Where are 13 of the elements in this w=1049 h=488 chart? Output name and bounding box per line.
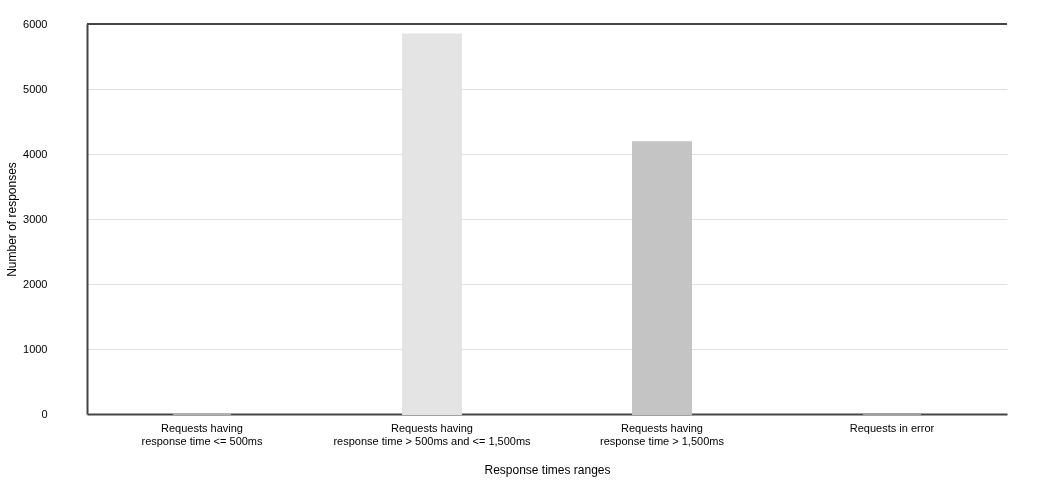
x-tick-label: Requests in error bbox=[849, 421, 935, 434]
x-tick-label: Requests having response time <= 500ms bbox=[141, 421, 264, 447]
y-tick-label: 5000 bbox=[23, 82, 48, 95]
y-tick-label: 0 bbox=[41, 407, 48, 420]
x-tick-label: Requests having response time > 1,500ms bbox=[600, 421, 725, 447]
y-tick-label: 4000 bbox=[23, 147, 48, 160]
y-tick-label: 6000 bbox=[23, 17, 48, 30]
y-tick-label: 3000 bbox=[23, 212, 48, 225]
x-tick-label: Requests having response time > 500ms and <= 1,500ms bbox=[333, 421, 532, 447]
x-axis-title: Response times ranges bbox=[484, 462, 611, 477]
y-tick-label: 1000 bbox=[23, 342, 48, 355]
y-tick-label: 2000 bbox=[23, 277, 48, 290]
y-axis-title: Number of responses bbox=[5, 162, 20, 277]
